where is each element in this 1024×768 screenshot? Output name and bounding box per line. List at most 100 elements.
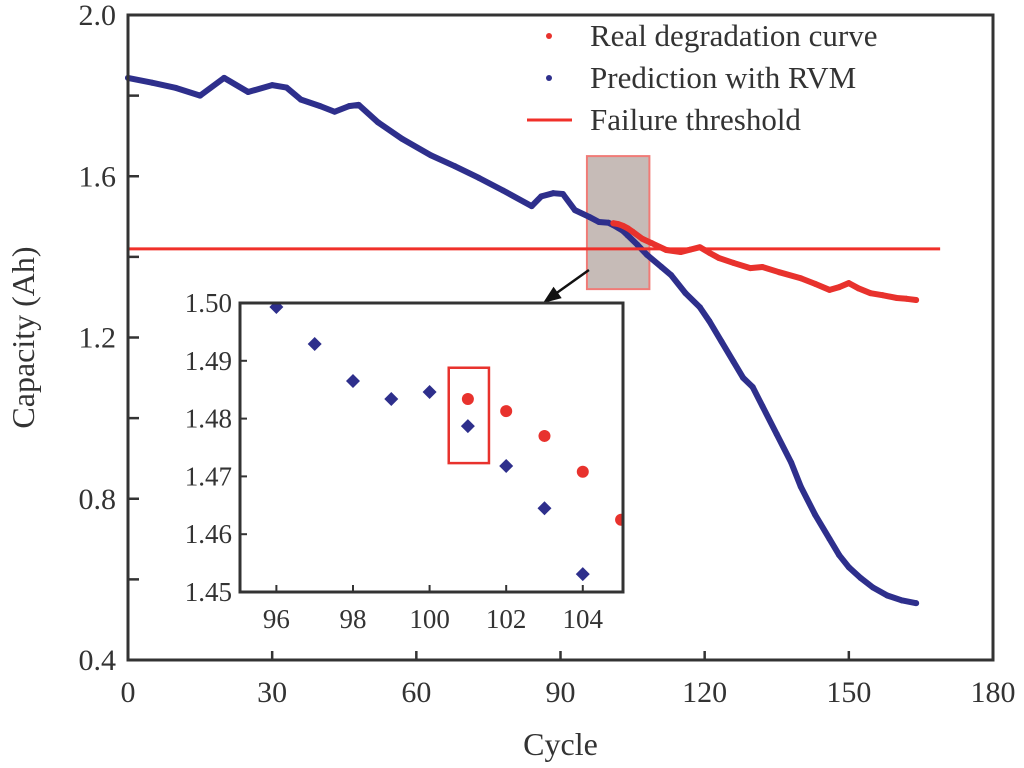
data-point-real-degradation-curve [903, 295, 910, 302]
data-point-real-degradation-curve [716, 255, 723, 262]
data-point-real-degradation-curve [776, 269, 783, 276]
data-point-prediction-with-rvm [586, 213, 593, 220]
data-point-prediction-with-rvm [718, 338, 725, 345]
data-point-real-degradation-curve [855, 285, 862, 292]
legend: Real degradation curve Prediction with RV… [527, 18, 877, 137]
data-point-real-degradation-curve [677, 249, 684, 256]
inset-point-real-degradation-curve [500, 405, 513, 418]
data-point-prediction-with-rvm [346, 103, 353, 110]
data-point-real-degradation-curve [615, 221, 622, 228]
x-tick-label: 90 [546, 676, 576, 709]
inset-frame [238, 301, 625, 594]
data-point-prediction-with-rvm [298, 96, 304, 103]
data-point-prediction-with-rvm [884, 592, 891, 599]
data-point-prediction-with-rvm [836, 552, 843, 559]
inset-y-tick-label: 1.48 [185, 404, 232, 434]
data-point-prediction-with-rvm [475, 174, 482, 181]
legend-label-real-degradation-curve: Real degradation curve [590, 18, 877, 53]
inset-point-real-degradation-curve [538, 429, 551, 442]
y-axis-title: Capacity (Ah) [5, 246, 41, 428]
data-point-prediction-with-rvm [427, 152, 434, 159]
x-tick-label: 180 [971, 676, 1016, 709]
main-plot: 0 30 60 90 120 150 180 0.4 0.8 1.2 1.6 2.0 Cycle C… [5, 0, 1016, 762]
x-tick-label: 0 [121, 676, 136, 709]
data-point-prediction-with-rvm [788, 459, 795, 466]
data-point-prediction-with-rvm [658, 263, 665, 270]
data-point-real-degradation-curve [610, 220, 617, 227]
x-axis-ticks: 0 30 60 90 120 150 180 [121, 651, 1016, 709]
data-point-prediction-with-rvm [283, 84, 290, 91]
data-point-prediction-with-rvm [634, 241, 641, 248]
data-point-real-degradation-curve [639, 235, 646, 242]
data-point-prediction-with-rvm [221, 74, 228, 81]
data-point-prediction-with-rvm [624, 232, 631, 239]
data-point-prediction-with-rvm [913, 600, 920, 607]
data-point-real-degradation-curve [826, 286, 833, 293]
inset-highlight-box [447, 366, 491, 465]
data-point-prediction-with-rvm [857, 575, 864, 582]
x-tick-label: 60 [401, 676, 431, 709]
inset-y-tick-label: 1.46 [185, 519, 232, 549]
data-point-prediction-with-rvm [644, 251, 650, 258]
x-axis-title: Cycle [523, 726, 598, 762]
data-point-real-degradation-curve [845, 280, 852, 287]
data-point-prediction-with-rvm [538, 193, 545, 200]
data-point-prediction-with-rvm [355, 101, 362, 108]
data-point-prediction-with-rvm [740, 374, 747, 381]
inset-plot: 96 98 100 102 104 1.45 1.46 1.47 1.48 1.49 1.50 [185, 288, 625, 634]
data-point-prediction-with-rvm [668, 272, 675, 279]
data-point-real-degradation-curve [812, 280, 819, 287]
data-point-real-degradation-curve [706, 249, 713, 256]
inset-point-prediction-with-rvm [384, 391, 399, 406]
data-point-real-degradation-curve [648, 240, 655, 247]
data-point-prediction-with-rvm [797, 483, 804, 490]
data-point-prediction-with-rvm [559, 190, 566, 197]
data-point-prediction-with-rvm [398, 135, 405, 142]
y-axis-ticks: 0.4 0.8 1.2 1.6 2.0 [79, 0, 139, 677]
zoom-arrow [543, 268, 590, 303]
data-point-prediction-with-rvm [869, 584, 876, 591]
data-point-prediction-with-rvm [759, 403, 766, 410]
x-tick-label: 150 [826, 676, 871, 709]
data-point-real-degradation-curve [879, 292, 886, 299]
data-point-real-degradation-curve [619, 222, 626, 229]
inset-y-tick-label: 1.47 [185, 461, 232, 491]
inset-x-tick-label: 96 [263, 604, 290, 634]
data-point-prediction-with-rvm [149, 79, 156, 86]
inset-point-prediction-with-rvm [269, 303, 284, 315]
legend-label-failure-threshold: Failure threshold [590, 102, 801, 137]
zoom-arrow-head [543, 286, 562, 303]
data-point-prediction-with-rvm [605, 219, 612, 226]
legend-label-prediction-with-rvm: Prediction with RVM [590, 60, 856, 95]
inset-point-prediction-with-rvm [499, 458, 514, 473]
inset-x-axis-ticks: 96 98 100 102 104 [263, 585, 604, 634]
inset-y-tick-label: 1.45 [185, 577, 232, 607]
data-point-prediction-with-rvm [528, 203, 535, 210]
inset-series-layer [269, 303, 623, 582]
inset-y-axis-ticks: 1.45 1.46 1.47 1.48 1.49 1.50 [185, 288, 247, 607]
data-point-prediction-with-rvm [682, 290, 689, 297]
data-point-prediction-with-rvm [451, 163, 458, 170]
inset-point-prediction-with-rvm [537, 501, 552, 516]
y-tick-label: 1.6 [79, 160, 117, 193]
inset-x-tick-label: 100 [409, 604, 450, 634]
series-layer [125, 74, 941, 607]
inset-point-real-degradation-curve [576, 465, 589, 478]
inset-background [240, 303, 623, 592]
data-point-prediction-with-rvm [730, 358, 737, 365]
inset-x-tick-label: 104 [563, 604, 604, 634]
inset-y-tick-label: 1.49 [185, 346, 232, 376]
data-point-prediction-with-rvm [499, 187, 506, 194]
data-point-prediction-with-rvm [374, 119, 381, 126]
inset-point-prediction-with-rvm [345, 374, 360, 389]
data-point-prediction-with-rvm [696, 304, 703, 311]
data-point-prediction-with-rvm [812, 511, 819, 518]
inset-point-prediction-with-rvm [460, 419, 475, 434]
series-line-real-degradation-curve [610, 220, 920, 304]
x-tick-label: 120 [682, 676, 727, 709]
data-point-prediction-with-rvm [773, 431, 780, 438]
data-point-real-degradation-curve [759, 263, 766, 270]
data-point-prediction-with-rvm [173, 84, 180, 91]
y-tick-label: 0.8 [79, 483, 117, 516]
